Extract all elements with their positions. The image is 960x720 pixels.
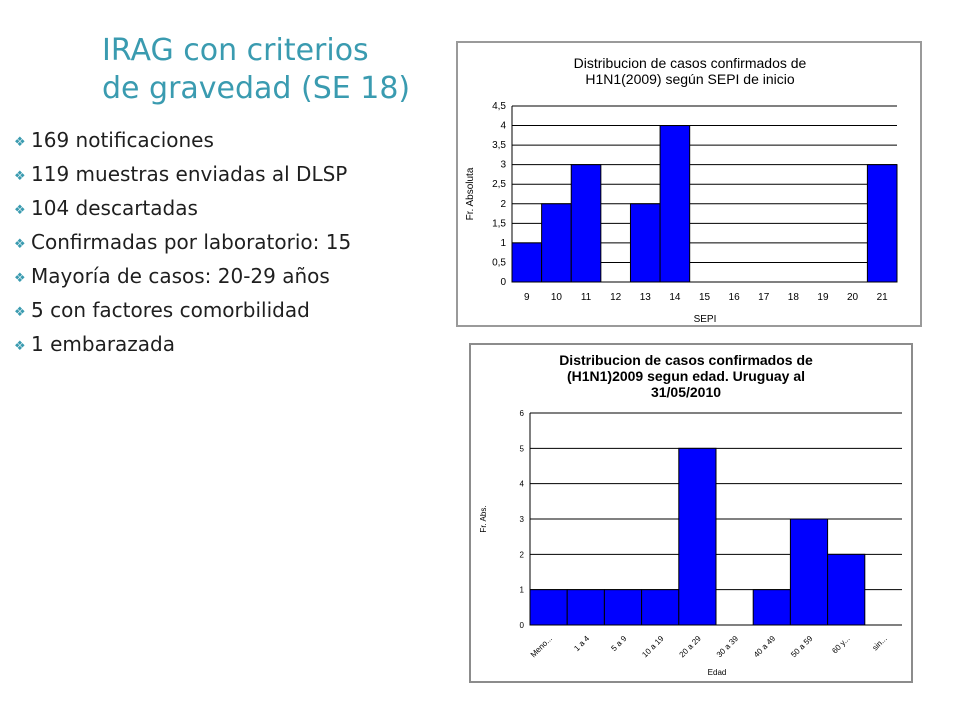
bullet-item: ❖ 119 muestras enviadas al DLSP: [14, 162, 434, 187]
bullet-text: 119 muestras enviadas al DLSP: [31, 162, 348, 186]
chart-edad-bar: [752, 589, 791, 626]
slide-title-line-1: IRAG con criterios: [102, 33, 369, 68]
chart-edad-bar: [566, 589, 605, 626]
diamond-bullet-icon: ❖: [14, 135, 26, 150]
chart-edad-title-line: (H1N1)2009 segun edad. Uruguay al: [567, 368, 805, 384]
chart-edad-xtick-label: 40 a 49: [752, 634, 778, 660]
chart-edad-ytick-label: 3: [520, 515, 525, 524]
chart-sepi: Distribucion de casos confirmados de H1N1…: [456, 41, 922, 327]
chart-edad: Distribucion de casos confirmados de (H1N…: [469, 343, 913, 683]
chart-sepi-xtick-label: 20: [847, 292, 859, 303]
slide-title-line-2: de gravedad (SE 18): [102, 71, 411, 106]
chart-sepi-svg: Distribucion de casos confirmados deH1N1…: [465, 55, 898, 325]
chart-sepi-xtick-label: 11: [581, 292, 592, 303]
chart-sepi-xtick-label: 13: [640, 292, 652, 303]
chart-edad-xtick-label: 5 a 9: [609, 634, 628, 653]
chart-edad-bar: [827, 553, 866, 626]
chart-sepi-ytick-label: 4,5: [492, 101, 506, 112]
chart-sepi-ytick-label: 3: [500, 160, 506, 171]
chart-sepi-xtick-label: 9: [524, 292, 530, 303]
chart-sepi-xtick-label: 14: [669, 292, 681, 303]
chart-edad-ytick-label: 4: [520, 480, 525, 489]
chart-sepi-ytick-label: 2,5: [492, 179, 506, 190]
chart-edad-xtick-label: 10 a 19: [640, 634, 666, 660]
chart-sepi-bar: [629, 203, 661, 283]
bullet-text: 5 con factores comorbilidad: [31, 298, 310, 322]
chart-edad-xtick-label: 50 a 59: [789, 634, 815, 660]
chart-sepi-title-line: H1N1(2009) según SEPI de inicio: [585, 71, 795, 87]
chart-edad-xtick-label: 60 y...: [830, 634, 851, 655]
chart-edad-bar: [603, 589, 643, 626]
chart-edad-title-line: Distribucion de casos confirmados de: [559, 352, 813, 368]
chart-sepi-xtick-label: 10: [551, 292, 563, 303]
chart-edad-ytick-label: 2: [520, 550, 525, 559]
chart-sepi-bar: [659, 125, 691, 283]
chart-sepi-xtick-label: 15: [699, 292, 711, 303]
chart-sepi-ytick-label: 1,5: [492, 218, 506, 229]
slide-title: IRAG con criterios de gravedad (SE 18): [102, 32, 442, 108]
chart-sepi-xtick-label: 16: [729, 292, 741, 303]
chart-sepi-ytick-label: 0,5: [492, 257, 506, 268]
chart-edad-ytick-label: 6: [520, 409, 525, 418]
chart-sepi-ytick-label: 2: [500, 199, 506, 210]
chart-sepi-title-line: Distribucion de casos confirmados de: [574, 55, 807, 71]
bullet-text: Mayoría de casos: 20-29 años: [31, 264, 330, 288]
bullet-text: 1 embarazada: [31, 332, 176, 356]
chart-edad-xtick-label: 30 a 39: [715, 634, 741, 660]
chart-edad-bar: [529, 589, 568, 626]
chart-edad-ytick-label: 5: [520, 444, 525, 453]
chart-sepi-xtick-label: 19: [817, 292, 829, 303]
bullet-item: ❖ 5 con factores comorbilidad: [14, 298, 434, 323]
chart-edad-bar: [678, 447, 717, 626]
bullet-item: ❖ Confirmadas por laboratorio: 15: [14, 230, 434, 255]
chart-sepi-ytick-label: 4: [500, 121, 506, 132]
diamond-bullet-icon: ❖: [14, 169, 26, 184]
chart-edad-x-axis-label: Edad: [708, 668, 727, 677]
chart-edad-xtick-label: sin...: [870, 634, 888, 652]
bullet-item: ❖ Mayoría de casos: 20-29 años: [14, 264, 434, 289]
chart-edad-xtick-label: 20 a 29: [678, 634, 704, 660]
bullet-item: ❖ 104 descartadas: [14, 196, 434, 221]
chart-edad-title-line: 31/05/2010: [651, 384, 721, 400]
diamond-bullet-icon: ❖: [14, 237, 26, 252]
chart-sepi-y-axis-label: Fr. Absoluta: [465, 167, 476, 220]
chart-edad-y-axis-label: Fr. Abs.: [479, 505, 488, 532]
chart-sepi-bar: [541, 203, 572, 283]
chart-edad-ytick-label: 0: [520, 621, 525, 630]
chart-sepi-xtick-label: 17: [758, 292, 770, 303]
bullet-text: 169 notificaciones: [31, 128, 214, 152]
chart-edad-xtick-label: Meno...: [529, 634, 554, 659]
chart-sepi-bar: [511, 242, 543, 283]
bullet-text: 104 descartadas: [31, 196, 198, 220]
chart-sepi-x-axis-label: SEPI: [694, 314, 717, 325]
chart-sepi-ytick-label: 1: [500, 238, 506, 249]
chart-sepi-bar: [570, 164, 602, 283]
chart-edad-bar: [789, 518, 829, 626]
chart-edad-xtick-label: 1 a 4: [572, 634, 591, 653]
bullet-item: ❖ 169 notificaciones: [14, 128, 434, 153]
diamond-bullet-icon: ❖: [14, 271, 26, 286]
chart-sepi-ytick-label: 3,5: [492, 140, 506, 151]
bullet-text: Confirmadas por laboratorio: 15: [31, 230, 352, 254]
chart-edad-bar: [641, 589, 680, 626]
chart-sepi-xtick-label: 12: [610, 292, 622, 303]
chart-sepi-xtick-label: 18: [788, 292, 800, 303]
chart-sepi-xtick-label: 21: [877, 292, 889, 303]
diamond-bullet-icon: ❖: [14, 203, 26, 218]
chart-sepi-ytick-label: 0: [500, 277, 506, 288]
chart-sepi-bar: [866, 164, 898, 283]
chart-edad-svg: Distribucion de casos confirmados de(H1N…: [479, 352, 902, 677]
bullet-list: ❖ 169 notificaciones ❖ 119 muestras enviad…: [14, 128, 434, 366]
diamond-bullet-icon: ❖: [14, 305, 26, 320]
chart-edad-ytick-label: 1: [520, 586, 525, 595]
bullet-item: ❖ 1 embarazada: [14, 332, 434, 357]
diamond-bullet-icon: ❖: [14, 339, 26, 354]
